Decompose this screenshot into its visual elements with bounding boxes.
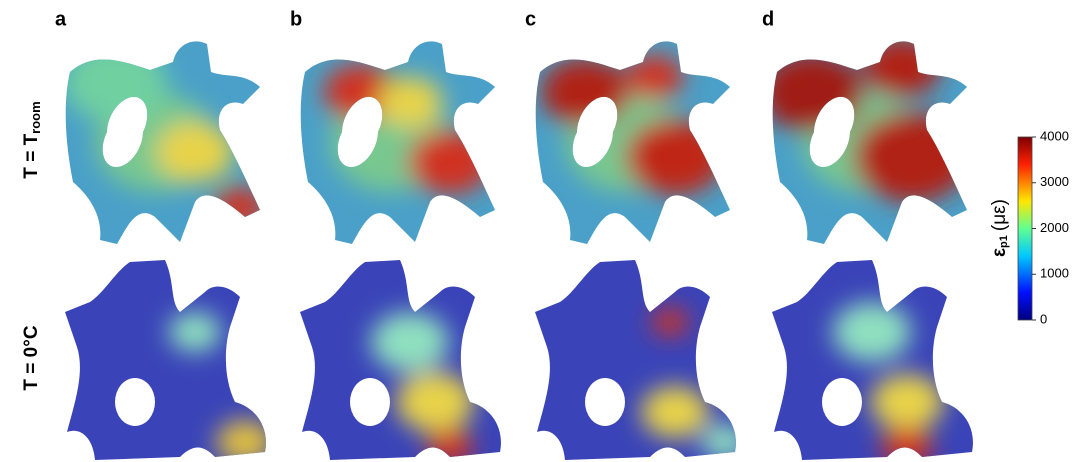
colorbar-unit: (με) <box>989 199 1010 231</box>
strain-map <box>65 260 266 460</box>
hotspot <box>65 42 167 122</box>
colorbar-tick-label: 0 <box>1040 311 1047 326</box>
hotspot <box>156 122 234 182</box>
panel-label: a <box>55 8 67 30</box>
hotspot <box>641 386 709 438</box>
colorbar-tick-label: 2000 <box>1040 220 1069 235</box>
hotspot <box>833 302 911 362</box>
strain-map <box>300 260 501 460</box>
colorbar-label: εp1 (με) <box>989 199 1010 257</box>
hotspot <box>408 130 492 194</box>
row-label: T = Troom <box>21 101 43 178</box>
panel-label: c <box>525 8 536 30</box>
colorbar-tick-label: 1000 <box>1040 266 1069 281</box>
hotspot <box>651 308 689 336</box>
hotspot <box>870 374 944 430</box>
colorbar-tick-label: 3000 <box>1040 174 1069 189</box>
hotspot <box>540 58 630 126</box>
colorbar-tick-label: 4000 <box>1040 128 1069 143</box>
colorbar-symbol: ε <box>989 248 1010 257</box>
row-label-main: T = T <box>21 133 42 178</box>
hotspot <box>377 77 443 127</box>
strain-map <box>535 41 730 244</box>
hotspot <box>772 52 864 132</box>
hotspot <box>169 312 221 352</box>
hotspot <box>216 420 266 460</box>
row-label: T = 0°C <box>21 325 42 390</box>
hotspot <box>371 312 449 372</box>
hotspot <box>853 112 967 202</box>
strain-map <box>772 41 967 244</box>
panel-label: d <box>762 8 774 30</box>
panel-label: b <box>290 8 302 30</box>
hotspot <box>214 187 260 227</box>
strain-map <box>535 260 736 460</box>
strain-map <box>300 41 495 244</box>
hotspot <box>863 41 941 97</box>
colorbar <box>1017 136 1033 321</box>
strain-map <box>65 41 260 244</box>
colorbar-sub: p1 <box>998 235 1010 248</box>
hotspot <box>626 55 684 99</box>
hotspot <box>701 424 736 460</box>
hotspots <box>641 308 736 460</box>
hotspot <box>625 119 725 195</box>
strain-map <box>772 260 973 460</box>
row-label-sub: room <box>28 101 43 134</box>
hotspot <box>396 372 474 432</box>
hotspots <box>371 312 474 460</box>
